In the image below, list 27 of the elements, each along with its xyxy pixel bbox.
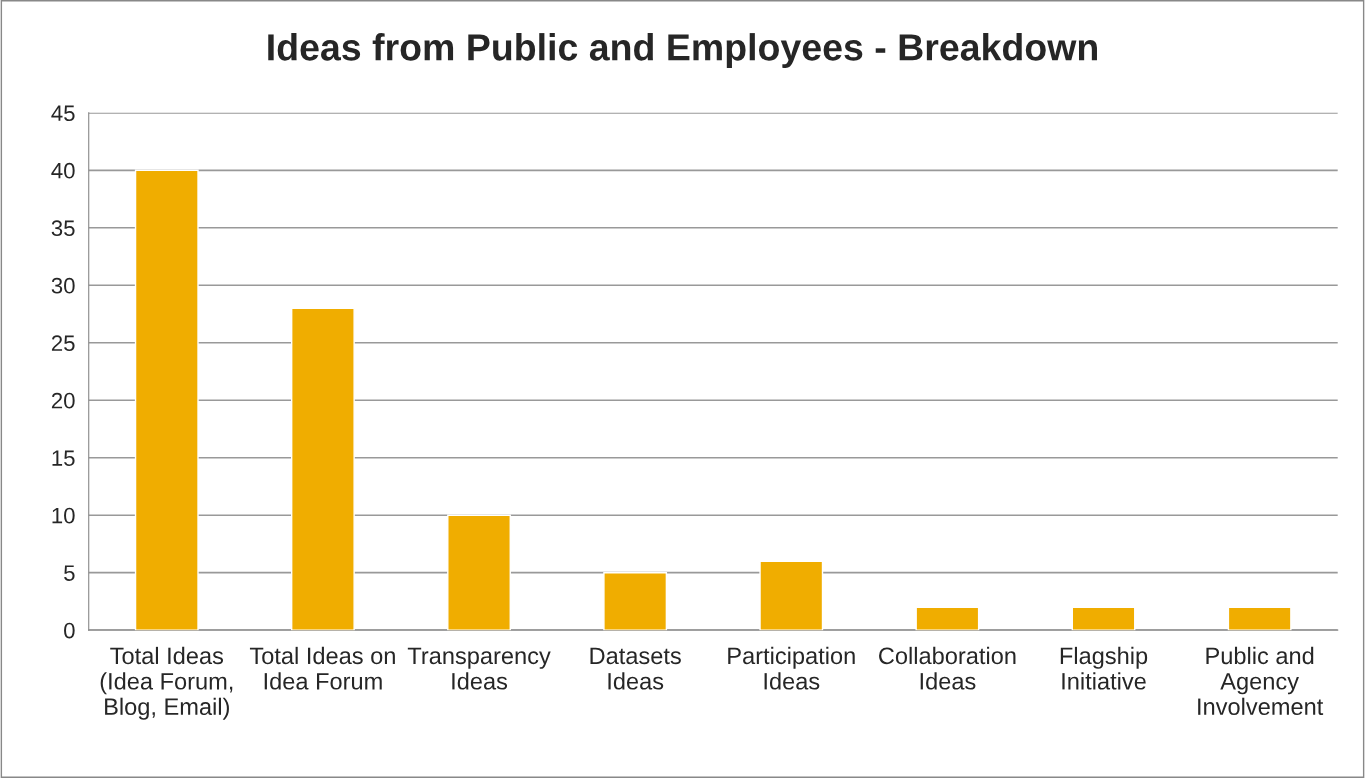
x-tick-label: Flagship Initiative [1060,646,1148,690]
y-tick-label: 40 [51,162,75,179]
x-tick-label: Transparency Ideas [407,647,551,690]
bar [447,514,511,631]
y-tick-label: 0 [64,622,75,639]
bar [759,560,824,631]
y-tick-label: 30 [51,277,75,294]
y-tick-label: 25 [51,335,75,352]
x-tick-label: Total Ideas on Idea Forum [249,646,395,690]
x-tick-label: Datasets Ideas [590,647,681,690]
x-tick-label: Total Ideas (Idea Forum, Blog, Email) [100,646,233,720]
chart-title: Ideas from Public and Employees - Breakdown [268,33,1097,69]
x-tick-label: Participation Ideas [728,646,855,690]
bar [1071,606,1136,631]
bar [134,169,199,631]
bar [290,307,355,631]
bar [603,571,668,631]
y-tick-label: 10 [52,507,75,524]
y-tick-label: 45 [51,105,75,122]
y-tick-label: 5 [64,565,75,581]
bar [1227,606,1292,631]
bar [915,606,980,631]
x-tick-label: Collaboration Ideas [879,646,1016,690]
y-tick-label: 15 [52,450,75,466]
y-tick-label: 20 [51,392,75,409]
y-tick-label: 35 [51,220,75,237]
x-tick-label: Public and Agency Involvement [1198,646,1324,716]
